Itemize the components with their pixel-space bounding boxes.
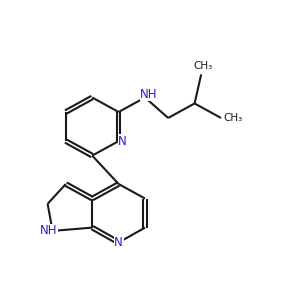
Text: CH₃: CH₃ [223, 113, 242, 123]
Text: NH: NH [140, 88, 158, 101]
Text: N: N [114, 236, 123, 249]
Text: N: N [118, 135, 127, 148]
Text: CH₃: CH₃ [193, 61, 212, 71]
Text: NH: NH [40, 224, 57, 237]
